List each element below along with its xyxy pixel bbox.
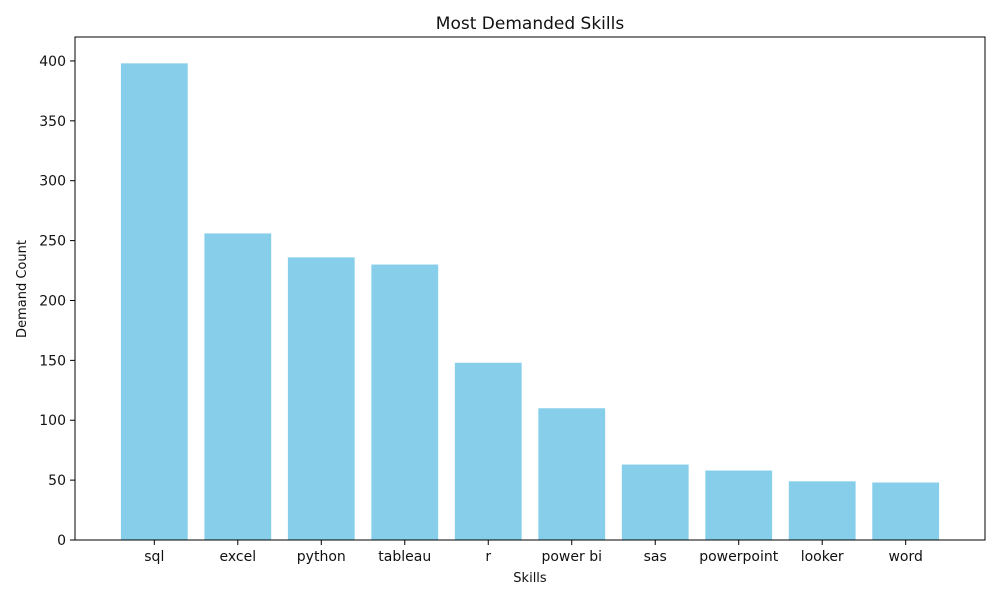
x-ticks-group: sql excel python tableau r power bi sas powerpo… [144,540,923,565]
x-tick-label: word [888,549,922,565]
x-tick-label: sql [144,549,164,565]
y-tick-label: 300 [39,174,66,190]
y-tick-label: 0 [57,533,66,549]
y-tick-label: 200 [39,293,66,309]
x-tick-label: powerpoint [699,549,778,565]
y-tick-label: 100 [39,413,66,429]
x-tick-label: power bi [541,549,602,565]
chart-title: Most Demanded Skills [436,14,625,34]
y-tick-label: 250 [39,234,66,250]
plot-frame [74,36,986,541]
bars-group [120,63,940,540]
x-tick-label: excel [219,549,256,565]
x-axis-label: Skills [513,571,547,586]
y-tick-label: 400 [39,54,66,70]
x-tick-label: sas [644,549,667,565]
bar-tableau [371,264,439,540]
bar-word [872,482,940,540]
x-tick-label: looker [801,549,844,565]
y-tick-label: 350 [39,114,66,130]
y-tick-label: 150 [39,353,66,369]
bar-sql [120,63,188,540]
y-axis-label: Demand Count [15,240,30,338]
bar-r [454,362,522,540]
bar-python [287,257,355,540]
bar-sas [621,464,689,540]
bar-looker [788,481,856,540]
x-tick-label: tableau [378,549,431,565]
x-tick-label: r [485,549,491,565]
bar-excel [204,233,272,540]
bar-power-bi [538,408,606,540]
y-tick-label: 50 [48,473,66,489]
y-ticks-group: 0 50 100 150 200 250 300 350 400 [39,54,75,549]
bar-powerpoint [705,470,773,540]
x-tick-label: python [297,549,346,565]
